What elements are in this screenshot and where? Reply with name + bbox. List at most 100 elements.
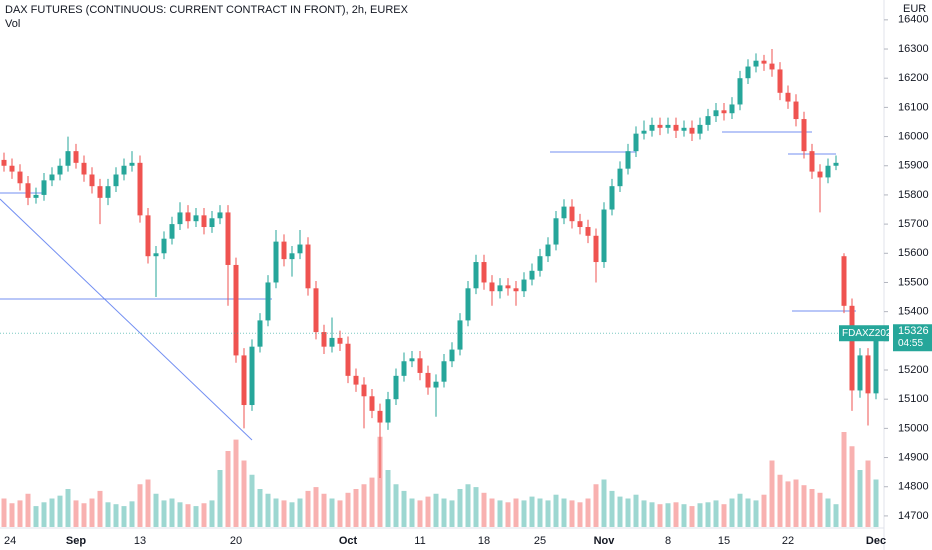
y-tick-label: 14700	[898, 510, 929, 522]
symbol-tag	[839, 325, 889, 342]
volume-bar	[97, 490, 103, 527]
candle-body	[273, 241, 279, 283]
candle-body	[505, 285, 511, 289]
volume-bar	[209, 500, 215, 527]
candle-body	[417, 358, 423, 373]
candle-body	[145, 215, 151, 257]
candle-body	[593, 235, 599, 263]
x-tick-label: Oct	[339, 535, 358, 547]
volume-bar	[681, 504, 687, 527]
volume-bar	[121, 506, 127, 527]
volume-bar	[281, 500, 287, 527]
candle-body	[769, 63, 775, 70]
volume-bar	[361, 484, 367, 527]
volume-bar	[769, 460, 775, 527]
volume-bar	[329, 498, 335, 527]
price-box	[893, 324, 932, 352]
volume-bar	[313, 487, 319, 527]
candle-body	[345, 343, 351, 376]
candle-body	[121, 165, 127, 175]
countdown-label: 04:55	[898, 338, 923, 349]
candle-body	[473, 262, 479, 289]
volume-bar	[9, 503, 15, 527]
candle-body	[177, 212, 183, 225]
candle-body	[681, 127, 687, 131]
candle-body	[457, 320, 463, 350]
volume-bar	[137, 484, 143, 527]
candle-body	[745, 66, 751, 79]
volume-bar	[345, 492, 351, 527]
candle-body	[449, 349, 455, 362]
candle-body	[369, 396, 375, 411]
candle-body	[601, 209, 607, 263]
y-tick-label: 15600	[898, 247, 929, 259]
candle-body	[777, 69, 783, 93]
x-tick-label: Sep	[66, 535, 86, 547]
volume-bar	[609, 490, 615, 527]
candle-body	[649, 124, 655, 131]
candle-body	[377, 410, 383, 423]
candles	[1, 49, 879, 478]
candle-body	[873, 333, 879, 394]
candle-body	[321, 332, 327, 347]
volume-bar	[185, 504, 191, 527]
volume-bar	[793, 479, 799, 527]
x-tick-label: 15	[718, 535, 730, 547]
candle-body	[249, 346, 255, 406]
candle-body	[89, 174, 95, 187]
candle-body	[193, 215, 199, 222]
candle-body	[337, 337, 343, 344]
candle-body	[1, 159, 7, 166]
volume-bar	[225, 451, 231, 527]
volume-bar	[57, 495, 63, 527]
volume-bar	[241, 460, 247, 527]
candle-body	[201, 215, 207, 228]
candle-body	[305, 244, 311, 289]
candle-body	[489, 282, 495, 292]
candle-body	[561, 206, 567, 219]
volume-bar	[665, 503, 671, 527]
candle-body	[57, 165, 63, 175]
y-tick-label: 16100	[898, 101, 929, 113]
y-tick-label: 15400	[898, 306, 929, 318]
candle-body	[737, 78, 743, 105]
volume-bar	[369, 477, 375, 527]
volume-bar	[417, 500, 423, 527]
candle-body	[241, 355, 247, 406]
volume-bar	[457, 489, 463, 527]
volume-bar	[49, 498, 55, 527]
volume-bar	[177, 502, 183, 527]
volume-bar	[617, 496, 623, 527]
volume-bar	[777, 474, 783, 527]
y-tick-label: 16000	[898, 130, 929, 142]
volume-bar	[353, 489, 359, 527]
volume-pane	[1, 432, 879, 527]
volume-bar	[537, 498, 543, 527]
candle-body	[329, 337, 335, 347]
volume-bar	[265, 493, 271, 527]
candle-body	[825, 165, 831, 178]
volume-bar	[73, 500, 79, 527]
volume-bar	[25, 493, 31, 527]
volume-bar	[273, 498, 279, 527]
candle-body	[625, 151, 631, 169]
candle-body	[465, 288, 471, 321]
volume-bar	[425, 496, 431, 527]
candle-body	[617, 168, 623, 187]
candle-body	[209, 218, 215, 228]
y-tick-label: 14900	[898, 451, 929, 463]
candle-body	[761, 60, 767, 64]
volume-bar	[193, 506, 199, 527]
volume-bar	[689, 506, 695, 527]
volume-bar	[721, 504, 727, 527]
volume-bar	[625, 498, 631, 527]
currency-label: EUR	[903, 3, 926, 15]
volume-bar	[801, 485, 807, 527]
candle-body	[689, 127, 695, 134]
volume-bar	[529, 496, 535, 527]
volume-bar	[377, 436, 383, 527]
volume-bar	[473, 487, 479, 527]
